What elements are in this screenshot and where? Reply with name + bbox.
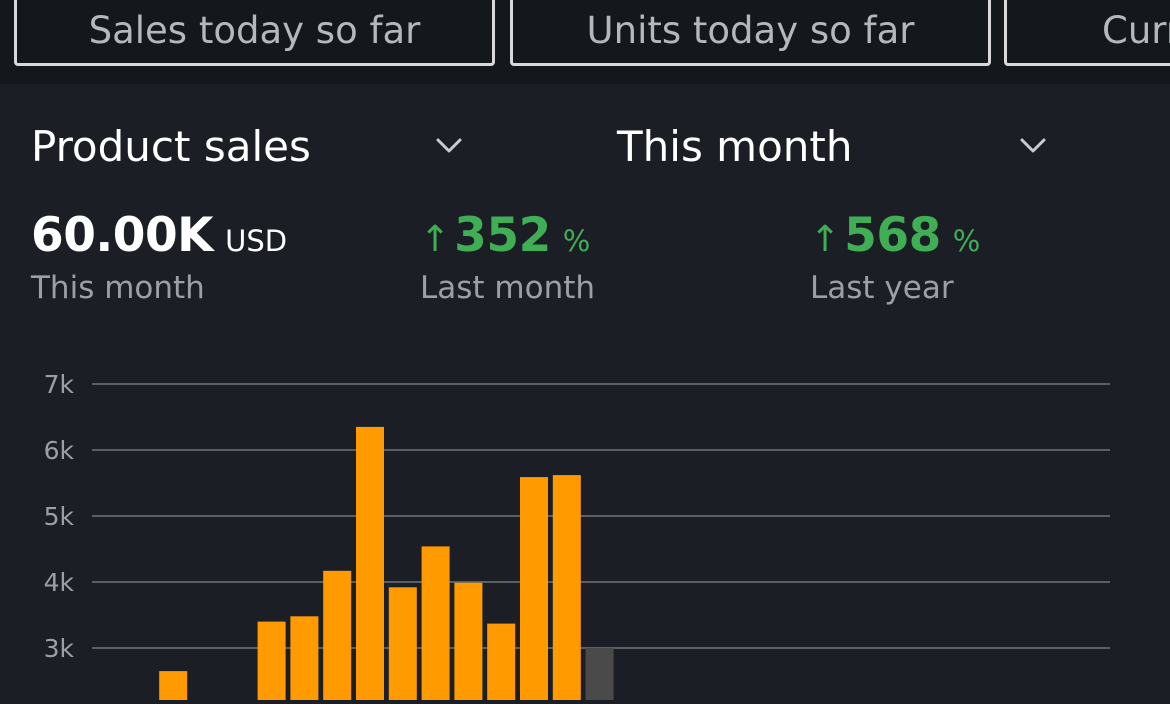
sales-bar-chart-svg: 7k 6k 5k 4k 3k (44, 370, 1110, 704)
period-dropdown[interactable]: This month (617, 116, 1062, 176)
chevron-down-icon (1020, 138, 1046, 153)
units-today-card[interactable]: Units today so far (510, 0, 991, 66)
third-summary-label: Curr (1102, 8, 1170, 52)
y-tick-label: 3k (44, 634, 75, 663)
arrow-up-icon: ↑ (420, 219, 451, 260)
y-tick-label: 4k (44, 568, 75, 597)
chart-bar[interactable] (323, 570, 352, 704)
chart-bar[interactable] (290, 616, 319, 704)
last-month-metric: ↑ 352 % Last month (420, 208, 595, 306)
metric-dropdown[interactable]: Product sales (31, 116, 476, 176)
chart-bar[interactable] (159, 671, 188, 704)
chart-bar[interactable] (421, 546, 450, 704)
this-month-value: 60.00K (31, 208, 214, 263)
last-year-metric: ↑ 568 % Last year (810, 208, 980, 306)
this-month-label: This month (31, 270, 205, 306)
last-month-unit: % (562, 224, 591, 258)
last-month-value: 352 (454, 208, 551, 263)
this-month-unit: USD (225, 224, 288, 258)
last-month-label: Last month (420, 270, 596, 306)
period-dropdown-value: This month (617, 121, 853, 171)
chevron-down-icon (436, 138, 462, 153)
chart-bar[interactable] (257, 621, 286, 704)
chart-bar[interactable] (388, 587, 417, 704)
last-year-label: Last year (810, 270, 954, 306)
third-summary-card[interactable]: Curr (1004, 0, 1170, 66)
chart-bar-partial[interactable] (585, 648, 614, 704)
metric-dropdown-value: Product sales (31, 121, 311, 171)
sales-today-card[interactable]: Sales today so far (14, 0, 495, 66)
y-tick-label: 5k (44, 502, 75, 531)
last-year-value: 568 (844, 208, 941, 263)
sales-bar-chart[interactable]: 7k 6k 5k 4k 3k (0, 350, 1170, 704)
chart-bar[interactable] (520, 477, 548, 704)
summary-cards-strip: Sales today so far Units today so far Cu… (0, 0, 1170, 84)
chart-bar[interactable] (454, 582, 483, 704)
this-month-metric: 60.00K USD This month (31, 208, 287, 306)
arrow-up-icon: ↑ (810, 219, 841, 260)
last-year-unit: % (952, 224, 981, 258)
chart-bar[interactable] (356, 426, 384, 704)
y-tick-label: 7k (44, 370, 75, 399)
y-tick-label: 6k (44, 436, 75, 465)
units-today-label: Units today so far (586, 8, 915, 52)
chart-bar[interactable] (552, 475, 581, 704)
chart-bar[interactable] (487, 623, 516, 704)
sales-today-label: Sales today so far (88, 8, 421, 52)
